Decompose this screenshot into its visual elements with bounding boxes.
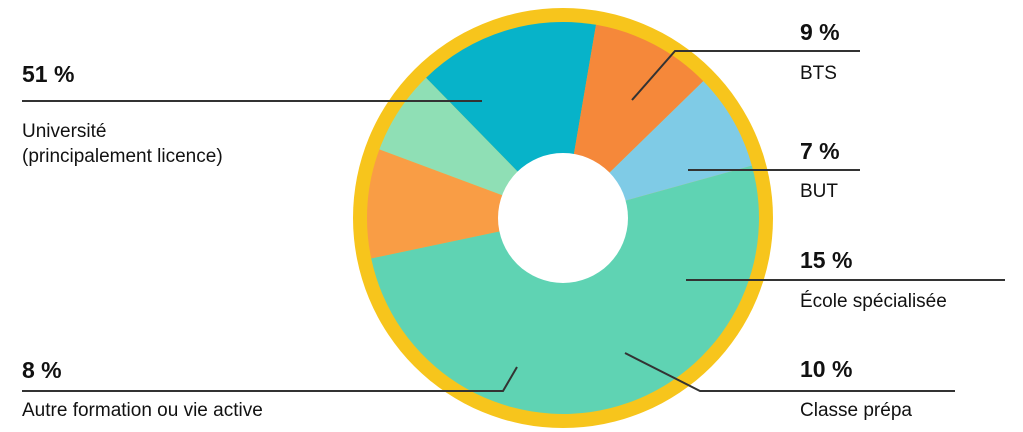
- donut-hole: [498, 153, 628, 283]
- slice-category-label-3: École spécialisée: [800, 291, 947, 312]
- slice-category-label-4: Classe prépa: [800, 400, 912, 421]
- slice-value-label-1: 9 %: [800, 19, 840, 45]
- pie-slice-1: [366, 149, 563, 259]
- leader-line-5: [22, 366, 518, 392]
- slice-category-label-2: BUT: [800, 181, 838, 202]
- slice-category-label-1: BTS: [800, 63, 837, 84]
- leader-line-4: [624, 352, 955, 392]
- slice-category-label-0-line-1: (principalement licence): [22, 146, 223, 167]
- slice-value-label-0: 51 %: [22, 61, 74, 87]
- pie-slice-0: [371, 165, 759, 414]
- slice-value-label-3: 15 %: [800, 247, 852, 273]
- slice-value-label-5: 8 %: [22, 357, 62, 383]
- slice-category-label-5: Autre formation ou vie active: [22, 400, 263, 421]
- slice-value-label-2: 7 %: [800, 138, 840, 164]
- leader-line-1: [631, 50, 860, 101]
- slice-category-label-0: Université: [22, 121, 106, 142]
- slice-value-label-4: 10 %: [800, 356, 852, 382]
